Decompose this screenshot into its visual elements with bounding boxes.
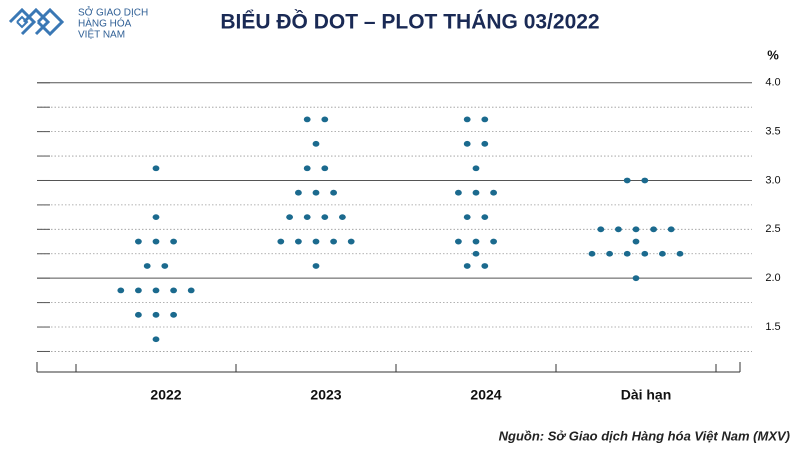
dot bbox=[187, 287, 195, 294]
dot bbox=[135, 238, 142, 245]
dot bbox=[170, 287, 178, 294]
dot bbox=[330, 189, 337, 196]
dot bbox=[676, 250, 684, 257]
dot bbox=[623, 250, 631, 257]
dot bbox=[286, 214, 293, 221]
dot bbox=[463, 140, 471, 147]
logo bbox=[8, 7, 65, 37]
dot bbox=[312, 263, 320, 269]
y-tick-label: 3.5 bbox=[765, 126, 780, 138]
chart-title: BIỂU ĐỒ DOT – PLOT THÁNG 03/2022 bbox=[220, 10, 599, 34]
dot bbox=[455, 238, 462, 245]
dot bbox=[481, 263, 489, 269]
logo-mark bbox=[16, 15, 29, 29]
dot bbox=[472, 250, 480, 257]
dot bbox=[312, 140, 320, 147]
dot bbox=[597, 226, 605, 233]
dot bbox=[490, 238, 497, 245]
dot bbox=[152, 214, 160, 221]
dot bbox=[339, 214, 346, 221]
dot bbox=[152, 238, 160, 245]
x-tick-label: 2023 bbox=[310, 387, 341, 403]
dot bbox=[303, 214, 311, 221]
dot bbox=[632, 226, 640, 233]
dot bbox=[472, 165, 480, 172]
dot bbox=[152, 311, 160, 318]
dot bbox=[321, 116, 329, 123]
dot bbox=[472, 238, 480, 245]
dot bbox=[641, 177, 649, 184]
dot bbox=[143, 263, 151, 269]
logo-text: SỞ GIAO DỊCH bbox=[78, 6, 148, 19]
dot bbox=[632, 238, 640, 245]
dot bbox=[312, 189, 320, 196]
y-unit: % bbox=[767, 47, 779, 62]
dot bbox=[659, 250, 666, 257]
dot bbox=[277, 238, 285, 245]
dot bbox=[588, 250, 596, 257]
dot bbox=[152, 287, 160, 294]
y-tick-label: 4.0 bbox=[765, 77, 780, 89]
dot bbox=[321, 165, 329, 172]
x-tick-label: 2024 bbox=[470, 387, 501, 403]
dot bbox=[472, 189, 480, 196]
dot bbox=[615, 226, 622, 233]
y-tick-label: 2.0 bbox=[765, 272, 780, 284]
dot bbox=[135, 287, 142, 294]
dot bbox=[606, 250, 613, 257]
dot bbox=[463, 116, 471, 123]
dot bbox=[347, 238, 355, 245]
x-axis bbox=[36, 362, 741, 373]
dot bbox=[481, 116, 489, 123]
dot bbox=[135, 311, 142, 318]
dot bbox=[481, 140, 489, 147]
source: Nguồn: Sở Giao dịch Hàng hóa Việt Nam (M… bbox=[499, 428, 790, 443]
y-tick-label: 2.5 bbox=[765, 223, 780, 235]
dot bbox=[481, 214, 489, 221]
x-tick-label: 2022 bbox=[150, 387, 181, 403]
dot bbox=[667, 226, 675, 233]
y-tick-label: 1.5 bbox=[765, 321, 780, 333]
dot bbox=[463, 263, 471, 269]
dot bbox=[490, 189, 497, 196]
dot bbox=[303, 116, 311, 123]
dot bbox=[623, 177, 631, 184]
dot bbox=[303, 165, 311, 172]
dot bbox=[455, 189, 462, 196]
logo-text: VIỆT NAM bbox=[78, 28, 125, 41]
dot bbox=[161, 263, 169, 269]
dot bbox=[312, 238, 320, 245]
dot bbox=[152, 336, 160, 343]
dot bbox=[117, 287, 125, 294]
dot bbox=[632, 275, 640, 282]
dot bbox=[170, 238, 178, 245]
dot bbox=[641, 250, 649, 257]
dot bbox=[295, 238, 302, 245]
dot bbox=[330, 238, 337, 245]
x-tick-label: Dài hạn bbox=[621, 387, 672, 403]
dot bbox=[170, 311, 178, 318]
logo-text: HÀNG HÓA bbox=[78, 17, 132, 30]
dot bbox=[650, 226, 657, 233]
dot bbox=[295, 189, 302, 196]
logo-mark bbox=[36, 7, 65, 37]
dot bbox=[152, 165, 160, 172]
dot bbox=[463, 214, 471, 221]
dot bbox=[321, 214, 329, 221]
y-tick-label: 3.0 bbox=[765, 174, 780, 186]
